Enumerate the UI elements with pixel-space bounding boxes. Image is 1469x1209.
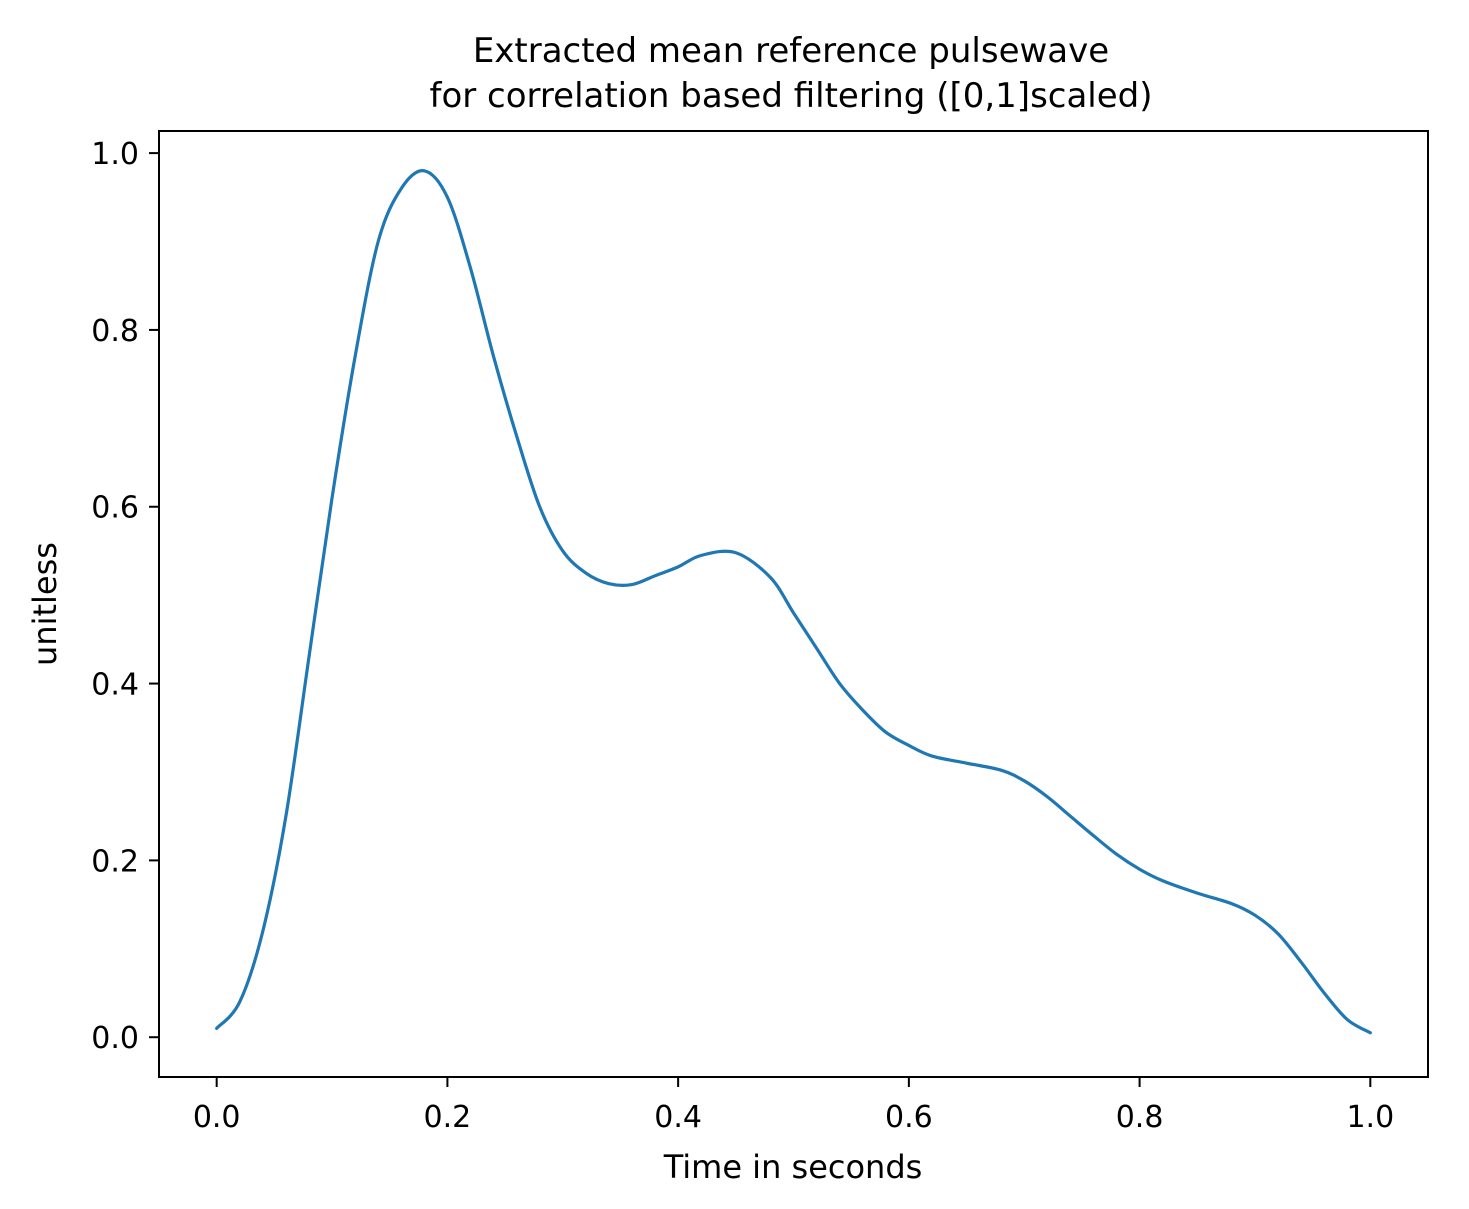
x-tick-label: 0.2 [424, 1100, 472, 1135]
y-axis-label: unitless [26, 542, 64, 666]
chart-title-line-2: for correlation based filtering ([0,1]sc… [429, 76, 1152, 116]
y-tick-label: 0.8 [91, 314, 139, 349]
y-tick-label: 0.4 [91, 668, 139, 703]
plot-area [215, 169, 1372, 1035]
y-tick-label: 0.6 [91, 491, 139, 526]
y-tick-label: 0.0 [91, 1021, 139, 1056]
chart-title-line-1: Extracted mean reference pulsewave [473, 31, 1109, 71]
x-tick-label: 0.0 [193, 1100, 241, 1135]
series-line-0 [215, 169, 1372, 1035]
x-tick-label: 0.8 [1116, 1100, 1164, 1135]
y-tick-label: 0.2 [91, 844, 139, 879]
x-tick-label: 1.0 [1346, 1100, 1394, 1135]
axes-frame [158, 130, 1429, 1078]
axis-ticks: 0.0 0.2 0.4 0.6 0.8 1.0 0.0 0.2 0.4 0.6 0.8 1.0 [91, 137, 1394, 1135]
x-tick-label: 0.4 [654, 1100, 702, 1135]
x-tick-label: 0.6 [885, 1100, 933, 1135]
x-axis-label: Time in seconds [663, 1148, 923, 1186]
y-tick-label: 1.0 [91, 137, 139, 172]
